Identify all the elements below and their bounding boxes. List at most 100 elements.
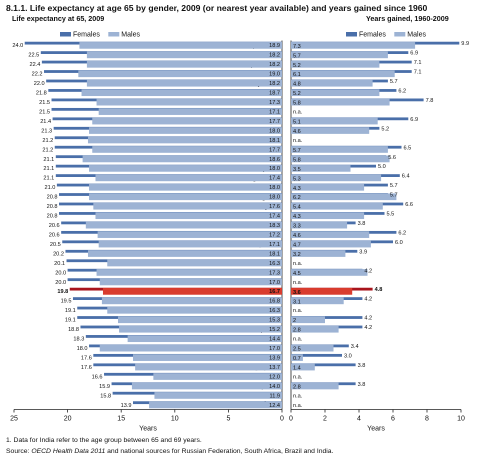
left-bar-males bbox=[93, 202, 282, 210]
left-label-females: 17.6 bbox=[81, 355, 92, 361]
right-bar-males bbox=[291, 344, 334, 352]
left-label-males: 18.0 bbox=[269, 195, 280, 201]
left-bar-males bbox=[131, 382, 282, 390]
right-bar-males bbox=[291, 325, 339, 333]
right-label-na: n.a. bbox=[293, 374, 303, 380]
right-label-females: 4.2 bbox=[364, 297, 372, 303]
left-x-tick-label: 0 bbox=[280, 416, 284, 423]
right-label-males: 4.3 bbox=[293, 186, 301, 192]
left-label-females: 21.4 bbox=[40, 119, 51, 125]
left-label-males: 18.0 bbox=[269, 185, 280, 191]
left-label-males: 13.9 bbox=[269, 355, 280, 361]
right-label-females: 3.8 bbox=[358, 363, 366, 369]
left-label-males: 14.0 bbox=[269, 384, 280, 390]
right-x-axis-label: Years bbox=[367, 426, 385, 433]
left-label-females: 22.2 bbox=[32, 72, 43, 78]
right-bar-males bbox=[291, 51, 388, 59]
source-label: Source: bbox=[6, 448, 30, 455]
right-label-females: 4.2 bbox=[364, 268, 372, 274]
left-label-males: 18.9 bbox=[269, 43, 280, 49]
right-bar-males bbox=[291, 297, 344, 305]
left-label-females: 21.1 bbox=[43, 157, 54, 163]
right-legend-swatch-males bbox=[394, 32, 406, 37]
left-label-males: 17.6 bbox=[269, 204, 280, 210]
left-label-females: 22.4 bbox=[29, 62, 40, 68]
right-label-females: 4.2 bbox=[364, 325, 372, 331]
right-label-na: n.a. bbox=[293, 138, 303, 144]
left-x-tick-label: 20 bbox=[64, 416, 72, 423]
right-label-males: 5.8 bbox=[293, 157, 301, 163]
right-bar-females bbox=[291, 353, 342, 357]
left-label-females: 21.2 bbox=[42, 138, 53, 144]
left-bar-males bbox=[149, 401, 282, 409]
right-bar-males bbox=[291, 221, 348, 229]
left-label-females: 20.6 bbox=[49, 232, 60, 238]
right-label-males: 5.4 bbox=[293, 205, 301, 211]
right-label-males: 5.7 bbox=[293, 53, 301, 59]
left-bar-males bbox=[96, 269, 282, 276]
right-bar-males bbox=[291, 231, 370, 238]
right-bar-males bbox=[291, 155, 390, 163]
right-label-males: 2.8 bbox=[293, 328, 301, 334]
left-label-females: 17.6 bbox=[81, 365, 92, 371]
right-label-males: 4.3 bbox=[293, 214, 301, 220]
left-bar-males bbox=[82, 155, 282, 163]
left-label-males: 17.0 bbox=[269, 280, 280, 286]
right-bar-males bbox=[291, 70, 395, 78]
right-bar-males bbox=[291, 212, 365, 220]
right-label-males: 2.5 bbox=[293, 347, 301, 353]
left-legend-swatch-males bbox=[108, 32, 120, 37]
left-label-females: 19.8 bbox=[57, 289, 68, 295]
right-label-females: 6.6 bbox=[405, 202, 413, 208]
right-label-females: 5.7 bbox=[390, 79, 398, 85]
left-legend-label-males: Males bbox=[121, 32, 140, 39]
right-label-females: 6.5 bbox=[404, 145, 412, 151]
right-label-males: 3.3 bbox=[293, 224, 301, 230]
left-label-males: 17.2 bbox=[269, 232, 280, 238]
right-label-males: 5.2 bbox=[293, 91, 301, 97]
right-label-na: n.a. bbox=[293, 109, 303, 115]
right-label-males: 4.7 bbox=[293, 243, 301, 249]
right-bar-males bbox=[291, 174, 382, 182]
right-label-females: 5.6 bbox=[388, 155, 396, 161]
left-label-females: 18.0 bbox=[77, 346, 88, 352]
left-label-females: 20.2 bbox=[53, 251, 64, 257]
left-bar-males bbox=[78, 70, 282, 78]
left-label-males: 18.6 bbox=[269, 157, 280, 163]
right-label-females: 5.5 bbox=[387, 212, 395, 218]
right-bar-males bbox=[291, 127, 370, 134]
right-label-males: 2.8 bbox=[293, 384, 301, 390]
left-label-females: 21.0 bbox=[44, 185, 55, 191]
left-label-males: 17.7 bbox=[269, 119, 280, 125]
left-label-males: 17.0 bbox=[269, 346, 280, 352]
left-bar-males bbox=[92, 117, 282, 125]
left-bar-males bbox=[89, 165, 282, 172]
left-bar-males bbox=[153, 373, 282, 380]
left-x-tick-label: 25 bbox=[10, 416, 18, 423]
left-label-females: 21.3 bbox=[41, 128, 52, 134]
right-label-males: 7.3 bbox=[293, 44, 301, 50]
left-label-females: 15.9 bbox=[99, 384, 110, 390]
left-label-females: 21.1 bbox=[43, 166, 54, 172]
right-label-females: 7.1 bbox=[414, 70, 422, 76]
right-label-males: 5.1 bbox=[293, 120, 301, 126]
left-bar-males bbox=[102, 288, 282, 295]
left-label-males: 16.3 bbox=[269, 261, 280, 267]
left-bar-males bbox=[99, 278, 282, 286]
right-label-males: 6.2 bbox=[293, 195, 301, 201]
left-legend-label-females: Females bbox=[73, 32, 100, 39]
left-label-males: 17.7 bbox=[269, 147, 280, 153]
left-label-females: 22.0 bbox=[34, 81, 45, 87]
right-bar-males bbox=[291, 60, 380, 68]
right-label-na: n.a. bbox=[293, 280, 303, 286]
left-label-males: 16.8 bbox=[269, 299, 280, 305]
left-bar-males bbox=[86, 51, 283, 59]
footnote-source: Source: OECD Health Data 2011 and nation… bbox=[6, 448, 333, 455]
right-label-females: 6.9 bbox=[410, 117, 418, 123]
left-label-females: 15.8 bbox=[100, 393, 111, 399]
left-bar-males bbox=[96, 98, 282, 106]
left-bar-males bbox=[86, 60, 283, 68]
left-label-males: 17.3 bbox=[269, 100, 280, 106]
left-label-females: 19.1 bbox=[65, 308, 76, 314]
left-label-males: 17.3 bbox=[269, 270, 280, 276]
